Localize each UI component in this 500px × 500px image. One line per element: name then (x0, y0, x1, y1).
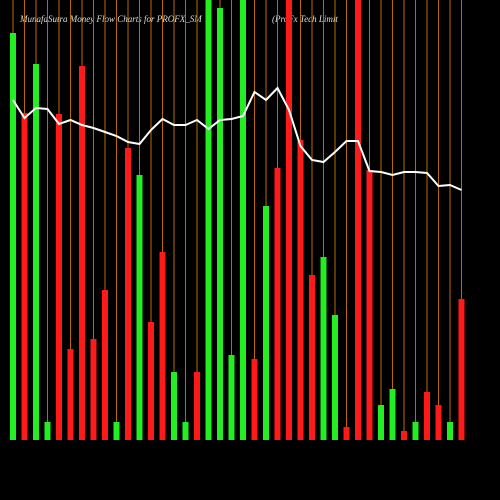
money-flow-line (12, 86, 462, 191)
bar (401, 431, 407, 440)
bar (297, 140, 304, 440)
bar (113, 422, 120, 440)
bar (458, 299, 465, 440)
bar (102, 290, 108, 440)
bar (378, 405, 384, 440)
bar (389, 389, 396, 440)
bar (171, 372, 177, 440)
bar (148, 322, 154, 440)
bar (274, 168, 281, 440)
chart-title: MunafaSutra Money Flow Charts for PROFX_… (19, 14, 202, 24)
bar (366, 170, 373, 440)
bar (320, 257, 327, 440)
bar (355, 0, 361, 440)
bar (447, 422, 453, 440)
bar (332, 315, 338, 440)
bar (343, 427, 350, 440)
bar (228, 355, 235, 440)
bar (159, 252, 166, 440)
bar (21, 113, 28, 440)
bar (263, 206, 269, 440)
chart-subtitle: (ProFx Tech Limit (272, 14, 338, 24)
bar (412, 422, 419, 440)
bar (309, 275, 315, 440)
bar (33, 64, 39, 440)
bar (286, 0, 292, 440)
bar (251, 359, 258, 440)
bar (90, 339, 97, 440)
bar (194, 372, 200, 440)
bar (56, 114, 62, 440)
bar (205, 0, 212, 440)
bar (10, 33, 16, 440)
bar (240, 0, 246, 440)
bar (79, 66, 85, 440)
bar (136, 175, 143, 440)
bar (67, 349, 74, 440)
bar (125, 148, 131, 440)
bar (424, 392, 430, 440)
bar (182, 422, 189, 440)
bar (44, 422, 51, 440)
bar (217, 8, 223, 440)
bar (435, 405, 442, 440)
